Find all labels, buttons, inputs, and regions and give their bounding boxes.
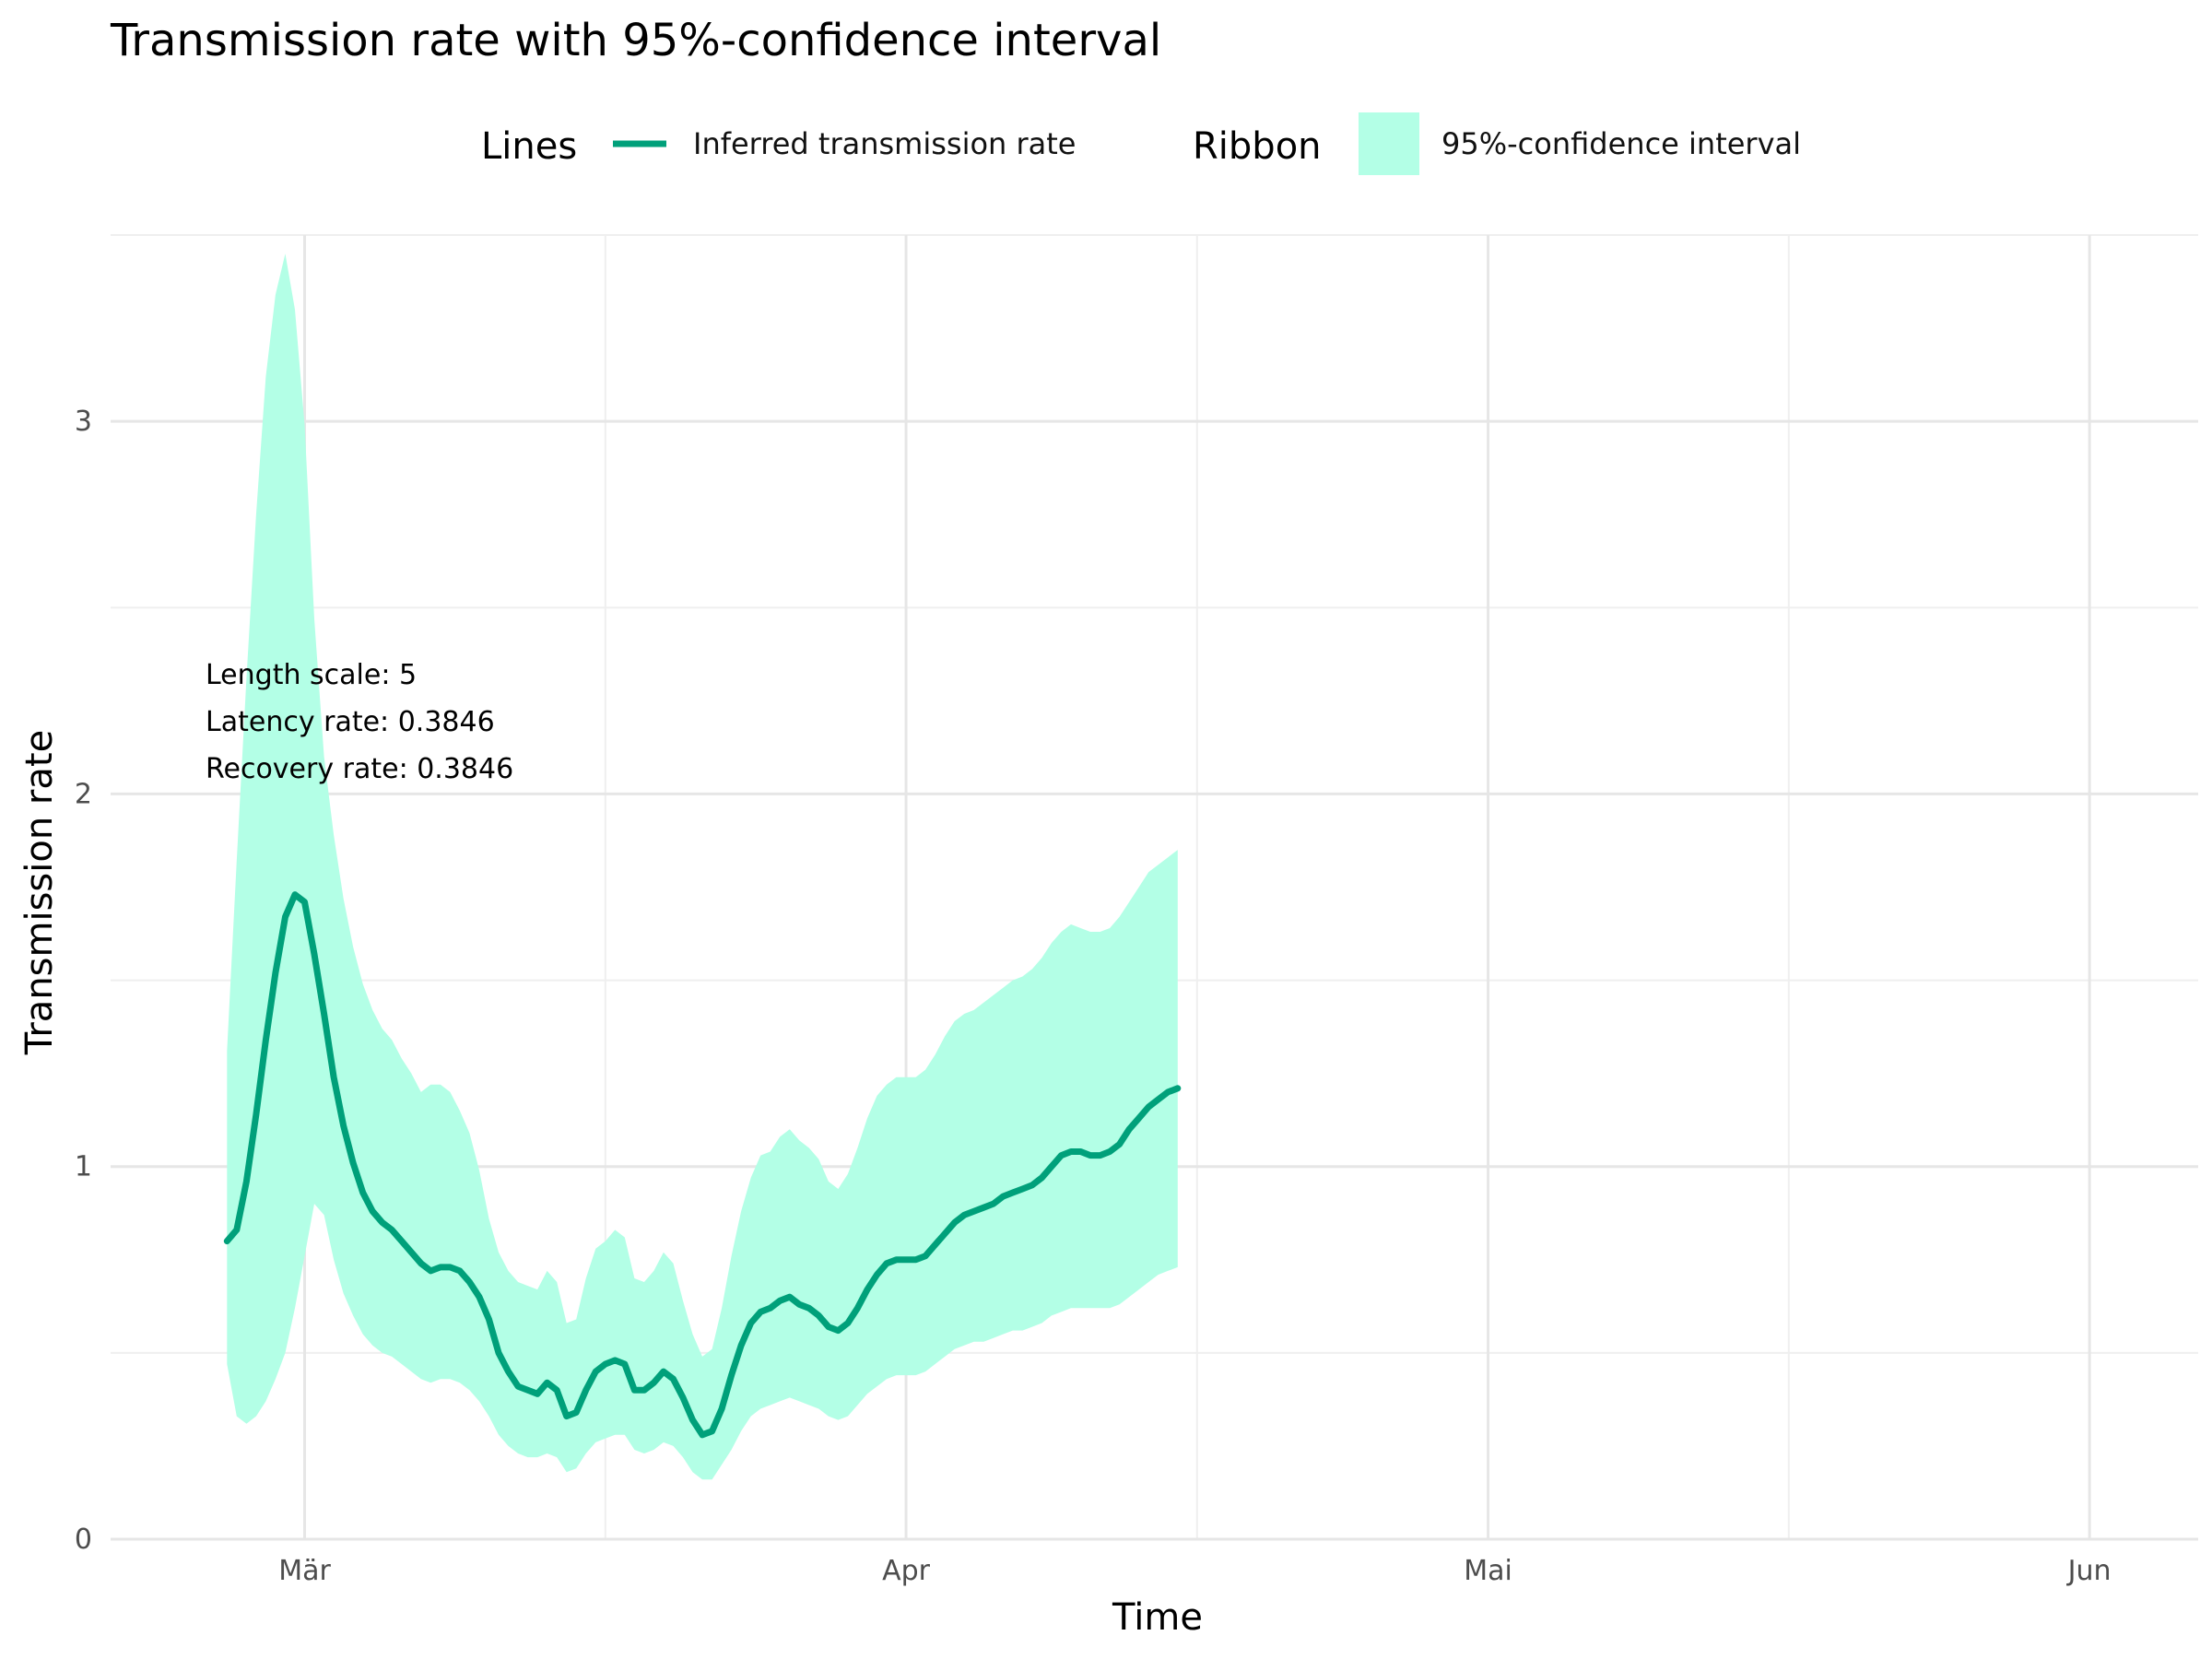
legend-title-ribbon: Ribbon	[1193, 125, 1322, 168]
x-tick-label: Mai	[1464, 1555, 1512, 1587]
chart-title: Transmission rate with 95%-confidence in…	[110, 15, 1161, 66]
x-tick-label: Apr	[882, 1555, 931, 1587]
legend-label-line: Inferred transmission rate	[693, 126, 1076, 161]
parameter-annotations: Length scale: 5 Latency rate: 0.3846 Recov…	[206, 659, 513, 785]
axis-ticks: 0 1 2 3 Mär Apr Mai Jun	[75, 406, 2112, 1587]
parameter-annotation: Recovery rate: 0.3846	[206, 753, 513, 785]
y-tick-label: 2	[75, 778, 92, 810]
legend-label-ribbon: 95%-confidence interval	[1441, 126, 1801, 161]
confidence-ribbon	[227, 253, 1178, 1480]
x-axis-title: Time	[1112, 1596, 1203, 1639]
parameter-annotation: Latency rate: 0.3846	[206, 706, 495, 738]
transmission-rate-line	[223, 891, 1182, 1439]
legend-title-lines: Lines	[481, 125, 577, 168]
y-tick-label: 3	[75, 406, 92, 438]
parameter-annotation: Length scale: 5	[206, 659, 417, 691]
legend: Lines Inferred transmission rate Ribbon 95%…	[481, 112, 1801, 175]
y-tick-label: 1	[75, 1151, 92, 1183]
x-tick-label: Mär	[278, 1555, 331, 1587]
y-axis-title: Transmission rate	[18, 730, 61, 1055]
transmission-line-layer	[223, 891, 1182, 1439]
legend-key-ribbon	[1359, 112, 1419, 175]
confidence-ribbon-layer	[227, 253, 1178, 1480]
x-tick-label: Jun	[2066, 1555, 2112, 1587]
y-tick-label: 0	[75, 1524, 92, 1556]
